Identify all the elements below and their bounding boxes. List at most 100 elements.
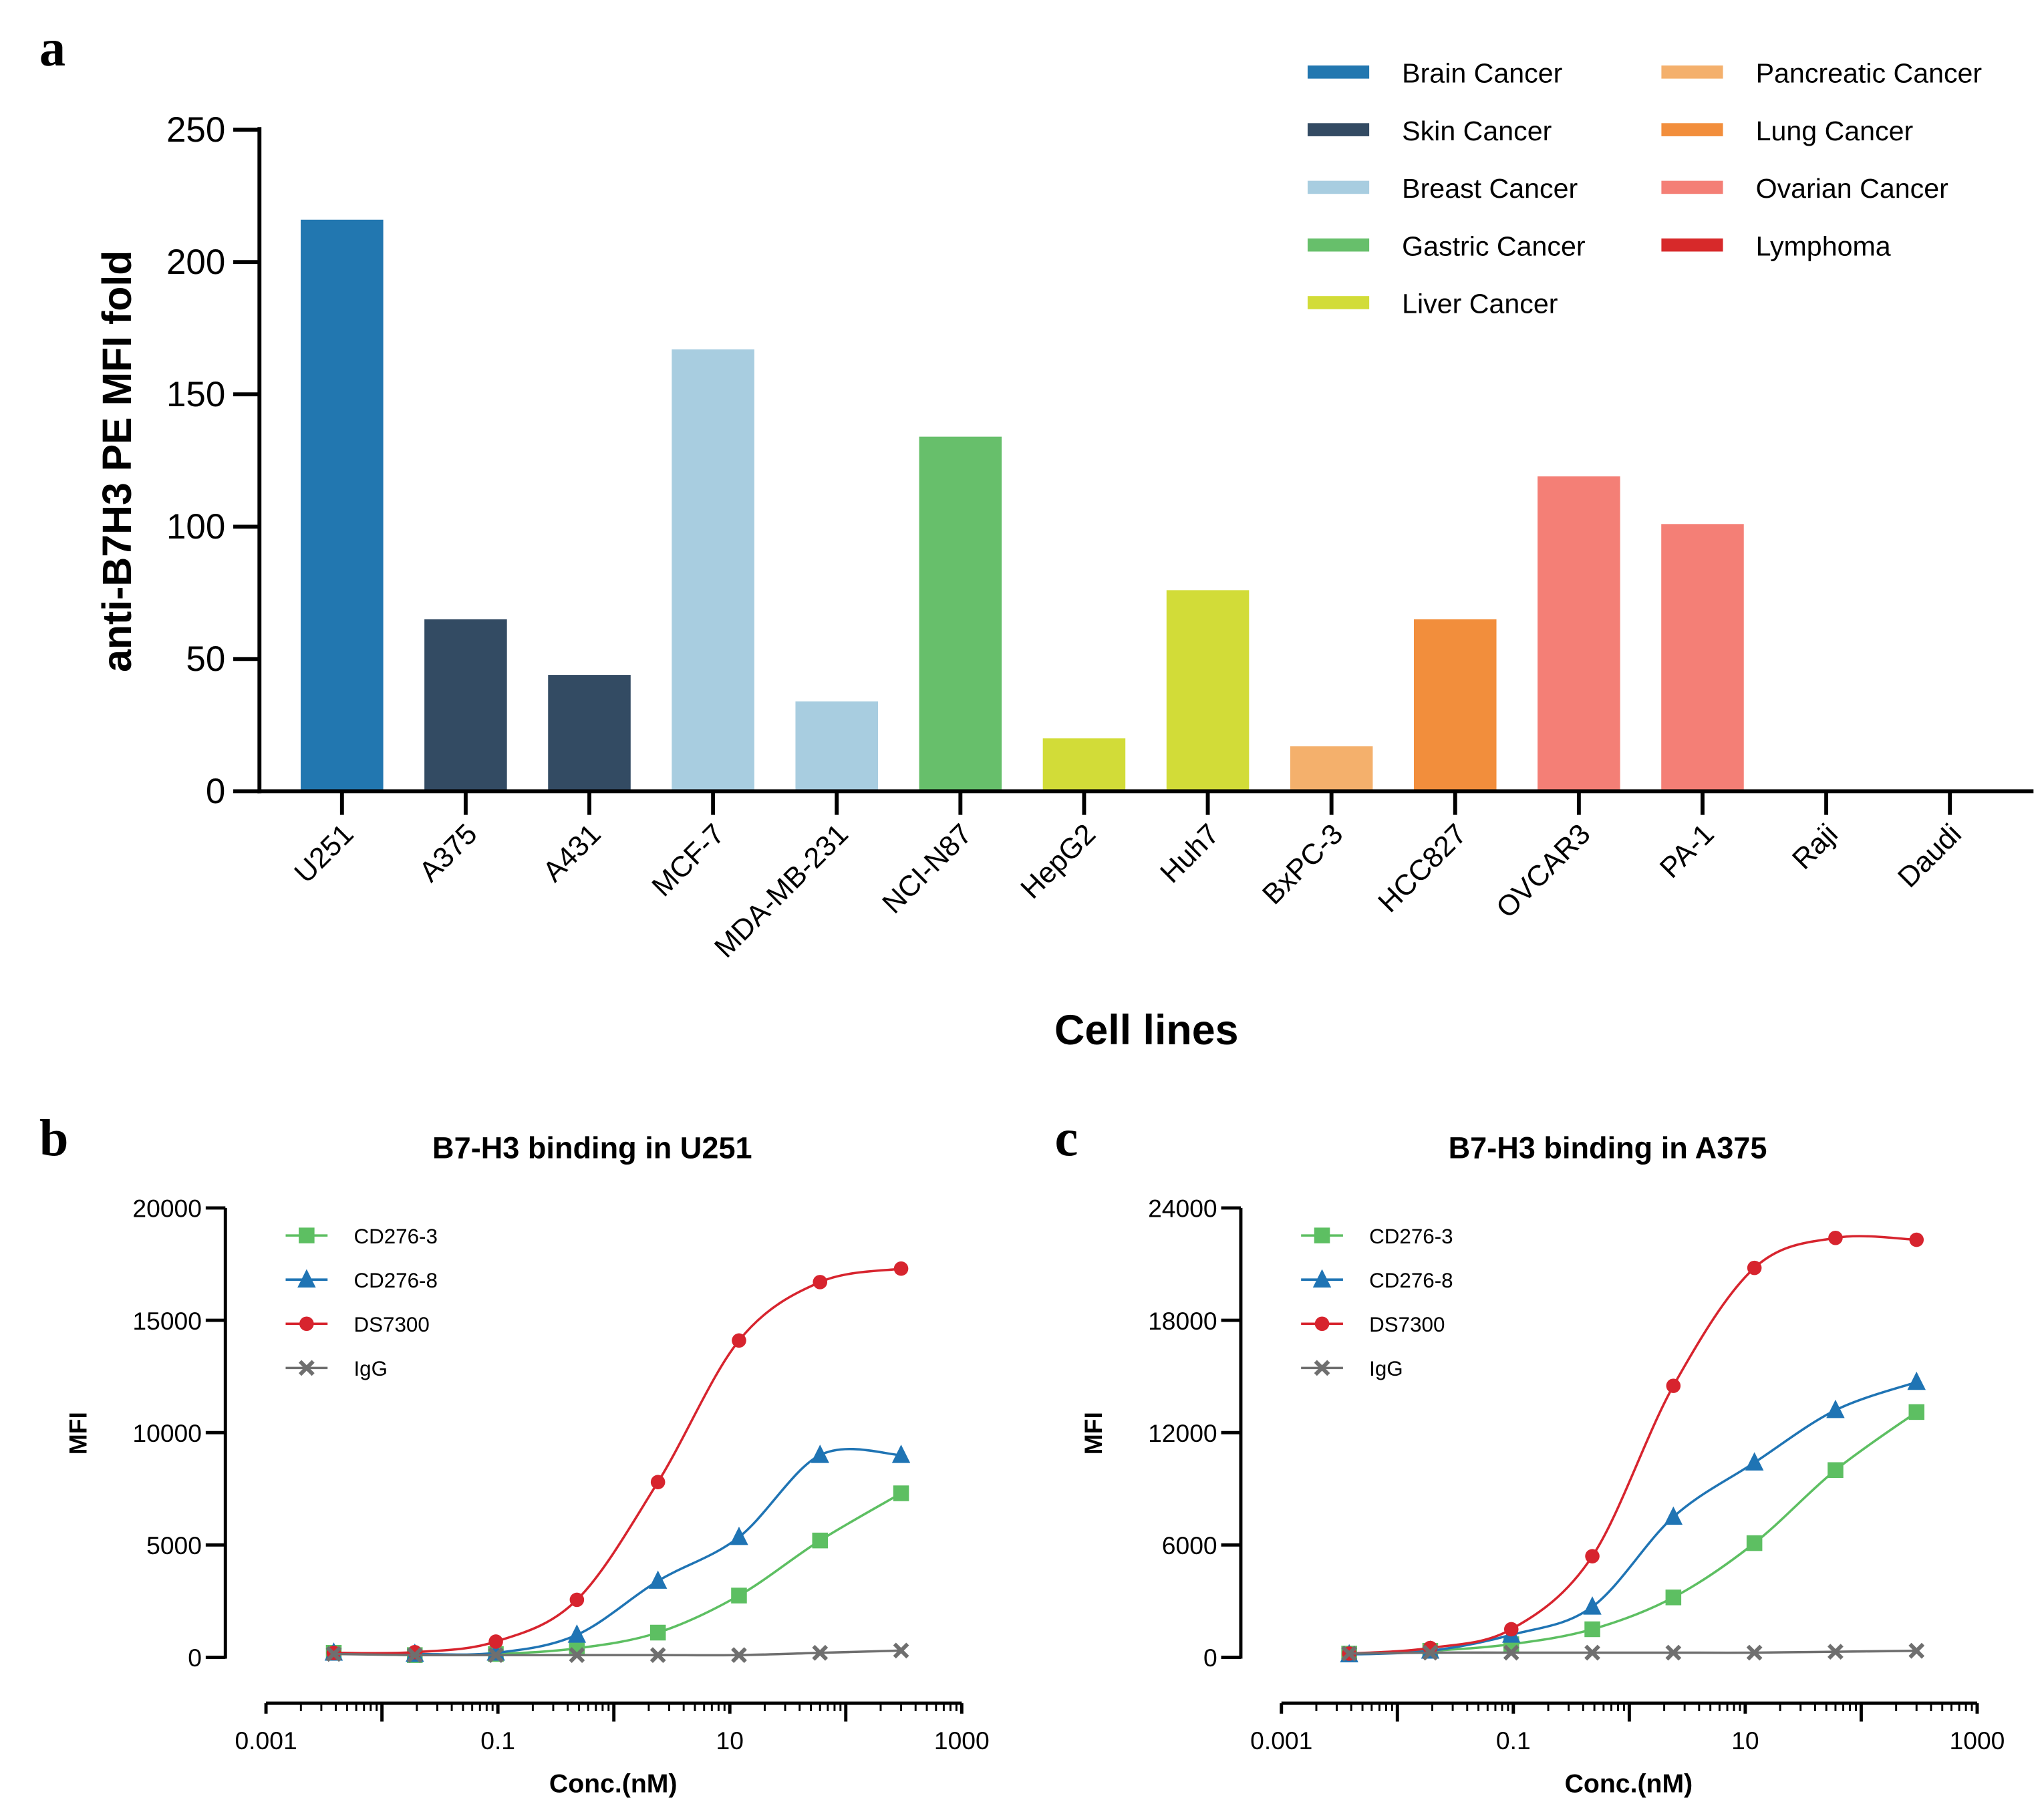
legend-swatch <box>1307 123 1370 136</box>
x-tick-label: 10 <box>1731 1726 1759 1755</box>
y-tick-label: 24000 <box>1148 1195 1217 1223</box>
series-line <box>1349 1649 1917 1655</box>
y-tick-label: 5000 <box>146 1531 202 1559</box>
legend-swatch <box>1307 65 1370 79</box>
data-point <box>730 1526 748 1545</box>
legend-label: Breast Cancer <box>1402 173 1578 204</box>
data-point <box>1908 1404 1925 1420</box>
y-tick-label: 150 <box>166 375 225 414</box>
series-line <box>333 1492 902 1657</box>
data-point <box>1828 1462 1844 1479</box>
legend-swatch <box>1307 238 1370 252</box>
series-line <box>333 1649 901 1657</box>
bar-a431 <box>548 675 631 792</box>
y-tick-label: 6000 <box>1162 1531 1217 1559</box>
data-point <box>1665 1644 1682 1661</box>
legend-label: Brain Cancer <box>1402 58 1562 89</box>
bar-pa-1 <box>1661 524 1744 792</box>
data-point <box>650 1475 666 1489</box>
y-axis-label: anti-B7H3 PE MFI fold <box>94 251 140 672</box>
data-point <box>569 1647 585 1664</box>
data-point <box>731 1647 747 1664</box>
bar-nci-n87 <box>919 436 1002 792</box>
y-tick-label: 0 <box>1203 1644 1217 1672</box>
data-point <box>488 1647 504 1664</box>
data-point <box>569 1592 585 1608</box>
data-point <box>893 1261 909 1276</box>
data-point <box>1665 1590 1682 1606</box>
x-tick-label: 0.1 <box>1496 1726 1531 1755</box>
data-point <box>813 1275 828 1290</box>
bar-u251 <box>301 219 384 792</box>
legend-swatch <box>1307 180 1370 194</box>
y-tick-label: 20000 <box>132 1195 202 1223</box>
data-point <box>1907 1371 1926 1390</box>
bar-mda-mb-231 <box>795 701 879 792</box>
bar-hcc827 <box>1413 619 1497 792</box>
legend-swatch <box>1661 123 1723 136</box>
x-tick-label: HCC827 <box>1372 818 1473 919</box>
series-cd276-3 <box>1341 1404 1925 1662</box>
x-tick-label: NCI-N87 <box>876 818 978 920</box>
data-point <box>891 1445 911 1463</box>
series-cd276-8 <box>324 1445 911 1662</box>
panel-letter-b: b <box>39 1108 69 1167</box>
y-tick-label: 200 <box>166 243 225 282</box>
data-point <box>893 1485 909 1501</box>
data-point <box>811 1445 829 1463</box>
data-point <box>649 1624 666 1641</box>
x-tick-label: 0.001 <box>235 1726 297 1755</box>
series-cd276-3 <box>325 1485 909 1663</box>
legend-swatch <box>1661 238 1723 252</box>
series-line <box>333 1447 901 1656</box>
legend-marker <box>1314 1360 1330 1376</box>
series-line <box>1349 1380 1917 1656</box>
data-point <box>648 1570 668 1589</box>
data-point <box>1422 1644 1439 1661</box>
legend-label: Skin Cancer <box>1402 116 1552 146</box>
x-tick-label: 0.1 <box>480 1726 515 1755</box>
y-tick-label: 0 <box>206 772 225 811</box>
bar-mcf-7 <box>672 349 754 792</box>
line-chart-panel-c: B7-H3 binding in A375 0 6000 12000 18000 2400… <box>1079 1131 2005 1798</box>
x-tick-label: Huh7 <box>1154 818 1225 889</box>
data-point <box>567 1624 587 1643</box>
data-point <box>1503 1622 1519 1637</box>
data-point <box>1583 1596 1602 1615</box>
series-line <box>333 1267 901 1655</box>
legend-marker <box>299 1227 315 1243</box>
bar-huh7 <box>1166 590 1250 792</box>
data-point <box>1585 1549 1600 1563</box>
legend-swatch <box>1307 296 1370 309</box>
data-point <box>1828 1230 1843 1245</box>
series-ds7300 <box>1342 1230 1924 1661</box>
panel-letter-a: a <box>39 19 65 77</box>
legend-marker <box>1314 1316 1330 1332</box>
chart-title: B7-H3 binding in A375 <box>1449 1131 1767 1165</box>
data-point <box>1584 1644 1600 1661</box>
x-axis-label: Cell lines <box>1054 1007 1238 1054</box>
chart-title: B7-H3 binding in U251 <box>432 1131 752 1165</box>
data-point <box>1584 1621 1600 1638</box>
bar-a375 <box>424 619 507 792</box>
x-tick-label: 0.001 <box>1250 1726 1312 1755</box>
data-point <box>1747 1260 1762 1275</box>
series-line <box>1349 1235 1917 1655</box>
y-axis-label: MFI <box>1079 1412 1107 1455</box>
x-tick-label: 1000 <box>934 1726 990 1755</box>
data-point <box>812 1532 829 1549</box>
y-tick-label: 250 <box>166 110 225 150</box>
bar-hepg2 <box>1042 738 1126 792</box>
y-axis-label: MFI <box>63 1412 92 1455</box>
x-axis-label: Conc.(nM) <box>549 1769 678 1798</box>
legend-label: CD276-8 <box>1369 1269 1453 1292</box>
x-tick-label: A431 <box>537 818 607 888</box>
data-point <box>488 1634 503 1649</box>
y-tick-label: 50 <box>186 639 225 679</box>
bar-bxpc-3 <box>1290 746 1373 792</box>
series-line <box>1349 1410 1918 1655</box>
x-tick-label: HepG2 <box>1015 818 1103 905</box>
legend-swatch <box>1661 180 1723 194</box>
data-point <box>1745 1452 1764 1471</box>
